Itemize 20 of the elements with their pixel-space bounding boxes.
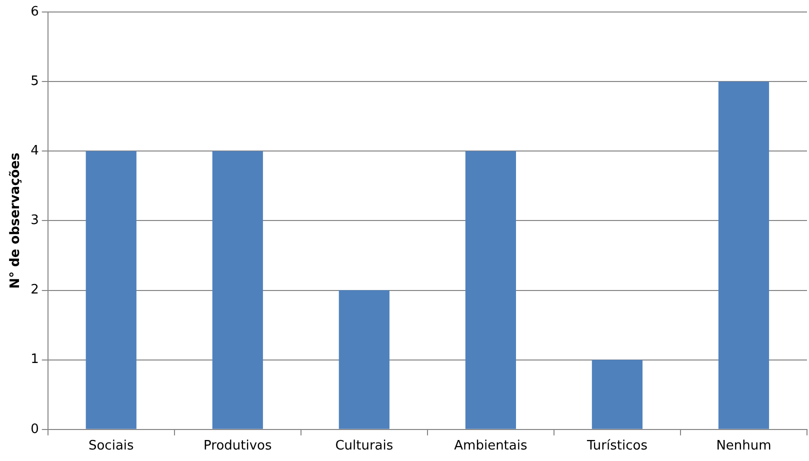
bar (86, 151, 136, 429)
bar (592, 360, 643, 429)
x-tick-label: Culturais (335, 438, 394, 454)
x-tick-label: Sociais (88, 438, 134, 454)
y-tick-label: 2 (30, 282, 39, 298)
y-tick-label: 5 (30, 74, 39, 89)
x-tick-label: Nenhum (716, 438, 772, 454)
x-tick-label: Turísticos (586, 438, 648, 454)
bar (465, 151, 516, 429)
y-tick-label: 6 (30, 4, 39, 20)
y-tick-label: 0 (30, 422, 39, 437)
bar (338, 290, 390, 429)
y-tick-label: 3 (30, 213, 39, 228)
x-tick-label: Ambientais (454, 438, 528, 454)
bar (212, 151, 263, 429)
bar (718, 82, 770, 429)
y-axis-title: N° de observações (8, 152, 24, 289)
y-tick-label: 1 (30, 352, 39, 368)
x-tick-label: Produtivos (204, 438, 272, 454)
y-tick-label: 4 (30, 144, 39, 159)
